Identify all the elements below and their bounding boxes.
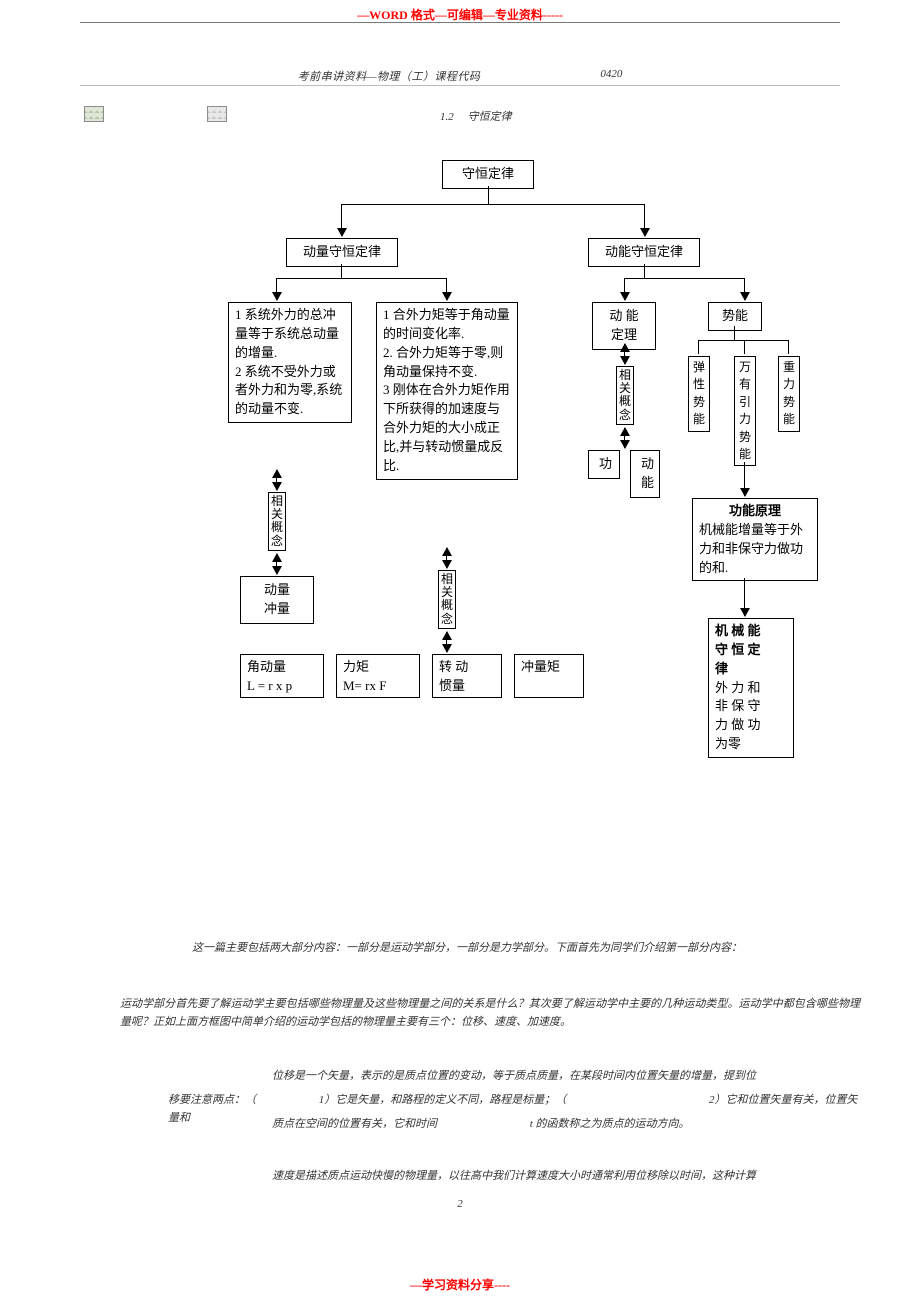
- node-work: 功: [588, 450, 620, 479]
- paragraph-row: 质点在空间的位置有关，它和时间 t 的函数称之为质点的运动方向。: [272, 1116, 872, 1134]
- top-banner: —WORD 格式—可编辑—专业资料-----: [0, 6, 920, 23]
- node-angular-momentum: 角动量 L = r x p: [240, 654, 324, 698]
- connector: [276, 554, 277, 574]
- node-torque: 力矩 M= rx F: [336, 654, 420, 698]
- relation-label: 相关概念: [438, 570, 456, 629]
- relation-label: 相关概念: [268, 492, 286, 551]
- top-rule: [80, 22, 840, 23]
- connector: [488, 186, 489, 204]
- connector: [734, 326, 735, 340]
- node-weight-pe: 重 力 势 能: [778, 356, 800, 432]
- connector: [276, 470, 277, 490]
- bottom-banner: —学习资料分享----: [0, 1276, 920, 1293]
- node-mech-cons: 机 械 能 守 恒 定 律 外 力 和 非 保 守 力 做 功 为零: [708, 618, 794, 758]
- connector: [698, 340, 788, 341]
- text: 质点在空间的位置有关，它和时间: [272, 1118, 437, 1130]
- connector: [624, 428, 625, 448]
- connector: [788, 340, 789, 354]
- node-rotational-inertia: 转 动 惯量: [432, 654, 502, 698]
- node-root: 守恒定律: [442, 160, 534, 189]
- page-header: 考前串讲资料—物理（工）课程代码 0420: [80, 68, 840, 84]
- section-name: 守恒定律: [468, 111, 512, 123]
- node-mc-title: 机 械 能 守 恒 定 律: [715, 622, 787, 679]
- paragraph: 速度是描述质点运动快慢的物理量，以往高中我们计算速度大小时通常利用位移除以时间，…: [272, 1168, 852, 1186]
- connector: [698, 340, 699, 354]
- flow-diagram: 守恒定律 动量守恒定律 动能守恒定律 1 系统外力的总冲量等于系统总动量的增量.…: [236, 160, 856, 880]
- connector: [744, 340, 745, 354]
- node-gravity-pe: 万 有 引 力 势 能: [734, 356, 756, 466]
- relation-label: 相关概念: [616, 366, 634, 425]
- connector: [624, 278, 744, 279]
- header-title: 考前串讲资料—物理（工）课程代码: [298, 68, 481, 84]
- connector: [644, 264, 645, 278]
- text: 1）它是矢量，和路程的定义不同，路程是标量；（: [319, 1094, 567, 1106]
- paragraph: 这一篇主要包括两大部分内容：一部分是运动学部分，一部分是力学部分。下面首先为同学…: [192, 940, 852, 958]
- node-potential-energy: 势能: [708, 302, 762, 331]
- node-angular-detail: 1 合外力矩等于角动量的时间变化率. 2. 合外力矩等于零,则角动量保持不变. …: [376, 302, 518, 480]
- node-momentum-cons: 动量守恒定律: [286, 238, 398, 267]
- text: 移要注意两点：（: [168, 1094, 256, 1106]
- node-momentum-impulse: 动量 冲量: [240, 576, 314, 624]
- node-elastic-pe: 弹 性 势 能: [688, 356, 710, 432]
- connector: [624, 344, 625, 364]
- section-number: 1.2: [440, 111, 454, 123]
- connector: [744, 578, 745, 616]
- node-work-energy: 功能原理 机械能增量等于外力和非保守力做功的和.: [692, 498, 818, 581]
- connector: [341, 204, 342, 236]
- node-mc-body: 外 力 和 非 保 守 力 做 功 为零: [715, 679, 787, 754]
- section-label: 1.2 守恒定律: [440, 108, 512, 124]
- marker-icon: [84, 106, 102, 120]
- connector: [341, 204, 645, 205]
- connector: [624, 278, 625, 300]
- text: t 的函数称之为质点的运动方向。: [530, 1118, 690, 1130]
- connector: [276, 278, 277, 300]
- node-we-body: 机械能增量等于外力和非保守力做功的和.: [699, 521, 811, 578]
- connector: [341, 264, 342, 278]
- connector: [446, 548, 447, 568]
- connector: [744, 278, 745, 300]
- connector: [644, 204, 645, 236]
- connector: [744, 462, 745, 496]
- connector: [446, 278, 447, 300]
- connector: [446, 632, 447, 652]
- paragraph: 位移是一个矢量，表示的是质点位置的变动，等于质点质量，在某段时间内位置矢量的增量…: [272, 1068, 852, 1086]
- header-code: 0420: [600, 68, 622, 84]
- node-impulse-torque: 冲量矩: [514, 654, 584, 698]
- node-energy-cons: 动能守恒定律: [588, 238, 700, 267]
- header-rule: [80, 85, 840, 86]
- paragraph: 运动学部分首先要了解运动学主要包括哪些物理量及这些物理量之间的关系是什么？其次要…: [120, 996, 860, 1031]
- connector: [276, 278, 446, 279]
- marker-icon: [207, 106, 225, 120]
- page-number: 2: [0, 1198, 920, 1210]
- node-ke: 动 能: [630, 450, 660, 498]
- node-momentum-detail: 1 系统外力的总冲量等于系统总动量的增量. 2 系统不受外力或者外力和为零,系统…: [228, 302, 352, 423]
- node-we-title: 功能原理: [699, 502, 811, 521]
